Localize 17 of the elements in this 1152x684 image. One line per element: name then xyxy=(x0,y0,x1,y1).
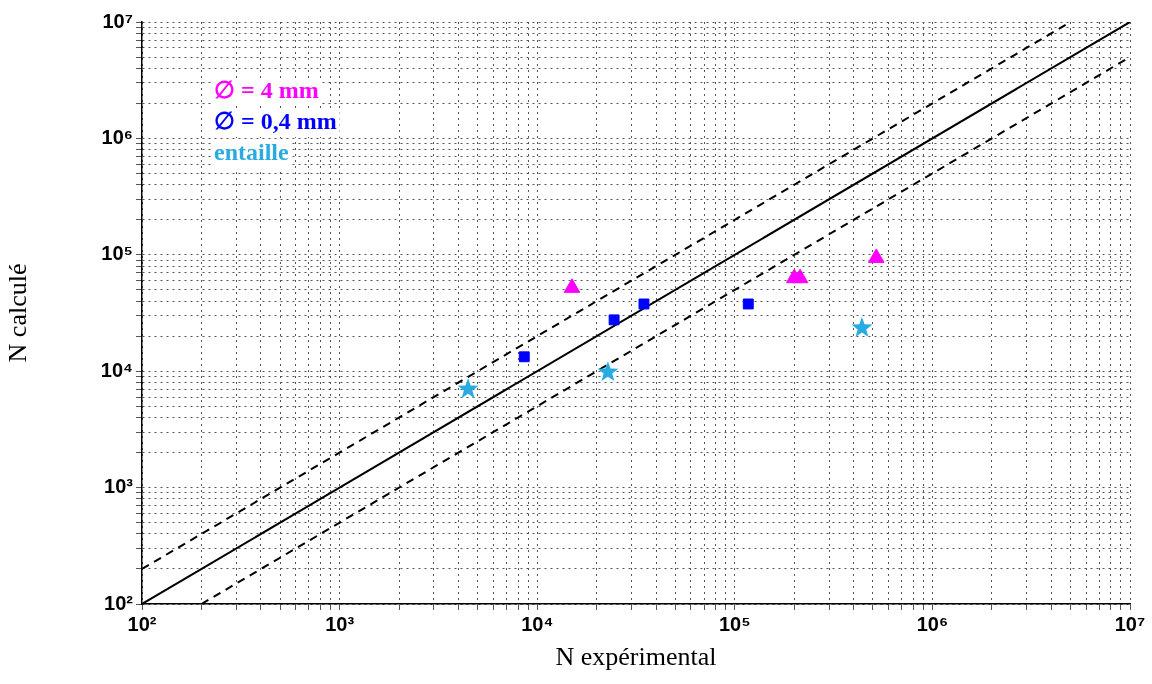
y-tick-label: 10⁴ xyxy=(100,358,133,381)
text: entaille xyxy=(214,139,289,166)
x-axis-title: N expérimental xyxy=(555,642,717,672)
y-tick-label: 10⁷ xyxy=(102,9,133,32)
x-tick-label: 10⁶ xyxy=(916,612,949,635)
text: ∅ = 4 mm xyxy=(214,77,319,104)
x-tick-label: 10³ xyxy=(325,612,355,635)
y-tick-label: 10³ xyxy=(104,475,134,498)
y-tick-label: 10² xyxy=(104,591,134,614)
y-tick-label: 10⁵ xyxy=(101,242,133,265)
y-tick-label: 10⁶ xyxy=(101,125,133,148)
x-tick-label: 10⁵ xyxy=(718,612,751,635)
y-axis-title: N calculé xyxy=(3,263,33,363)
x-tick-label: 10⁴ xyxy=(521,612,554,635)
x-tick-label: 10² xyxy=(127,612,157,635)
text: ∅ = 0,4 mm xyxy=(214,108,337,135)
x-tick-label: 10⁷ xyxy=(1114,612,1146,635)
